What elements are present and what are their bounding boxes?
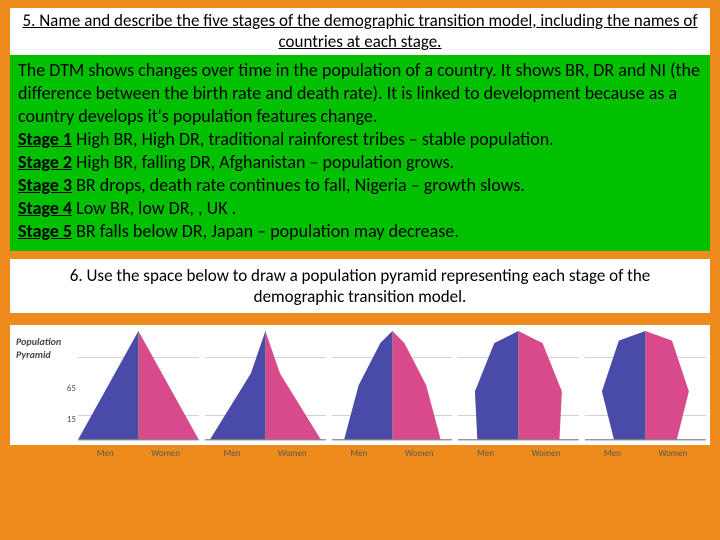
pyramid-4-men-label: Men	[477, 448, 494, 459]
pyramid-labels-3: Men Women	[332, 446, 453, 459]
stage-3-label: Stage 3	[18, 174, 72, 196]
pyramid-2-men-label: Men	[224, 448, 241, 459]
ytick-15: 15	[67, 414, 76, 425]
pyramid-chart-1	[78, 331, 199, 446]
pyramid-chart-2	[205, 331, 326, 446]
pyramid-1-women-label: Women	[151, 448, 180, 459]
q5-stage-3: Stage 3 BR drops, death rate continues t…	[18, 174, 702, 197]
pyramid-stage-2: MenWomen	[205, 331, 326, 443]
pyramid-5-women-label: Women	[658, 448, 687, 459]
pyramids-y-axis: Population Pyramid 65 15	[14, 331, 78, 443]
pyramid-labels-4: Men Women	[458, 446, 579, 459]
pyramid-3-men-label: Men	[350, 448, 367, 459]
q5-intro: The DTM shows changes over time in the p…	[18, 59, 702, 128]
stage-4-label: Stage 4	[18, 197, 72, 219]
slide-page: 5. Name and describe the five stages of …	[0, 0, 720, 540]
question-5-body: The DTM shows changes over time in the p…	[18, 59, 702, 243]
stage-5-label: Stage 5	[18, 220, 72, 242]
pyramid-3-women-label: Women	[405, 448, 434, 459]
ytick-65: 65	[67, 383, 76, 394]
stage-3-text: BR drops, death rate continues to fall, …	[72, 174, 525, 196]
question-6-block: 6. Use the space below to draw a populat…	[10, 259, 710, 314]
pyramid-chart-3	[332, 331, 453, 446]
pyramid-5-men-label: Men	[604, 448, 621, 459]
pyramid-chart-5	[585, 331, 706, 446]
pyramid-labels-5: Men Women	[585, 446, 706, 459]
q5-stage-1: Stage 1 High BR, High DR, traditional ra…	[18, 128, 702, 151]
pyramids-panel: Population Pyramid 65 15 MenWomen	[10, 325, 710, 445]
pyramid-stage-5: MenWomen	[585, 331, 706, 443]
pyramids-axis-name: Population Pyramid	[14, 335, 76, 361]
question-5-block: 5. Name and describe the five stages of …	[10, 8, 710, 251]
pyramid-chart-4	[458, 331, 579, 446]
q5-stage-2: Stage 2 High BR, falling DR, Afghanistan…	[18, 151, 702, 174]
pyramid-labels-1: Men Women	[78, 446, 199, 459]
q5-stage-4: Stage 4 Low BR, low DR, , UK .	[18, 197, 702, 220]
q5-stage-5: Stage 5 BR falls below DR, Japan – popul…	[18, 220, 702, 243]
pyramid-stage-1: MenWomen	[78, 331, 199, 443]
pyramid-4-women-label: Women	[532, 448, 561, 459]
pyramid-stage-4: MenWomen	[458, 331, 579, 443]
pyramids-row: MenWomen MenWomen MenWomen	[78, 331, 706, 443]
pyramid-2-women-label: Women	[278, 448, 307, 459]
stage-1-text: High BR, High DR, traditional rainforest…	[72, 128, 554, 150]
pyramid-labels-2: Men Women	[205, 446, 326, 459]
question-5-title-wrap: 5. Name and describe the five stages of …	[10, 8, 710, 55]
stage-5-text: BR falls below DR, Japan – population ma…	[72, 220, 459, 242]
pyramid-1-men-label: Men	[97, 448, 114, 459]
stage-4-text: Low BR, low DR, , UK .	[72, 197, 236, 219]
question-5-title: 5. Name and describe the five stages of …	[16, 10, 704, 53]
question-6-text: 6. Use the space below to draw a populat…	[70, 265, 650, 307]
stage-2-label: Stage 2	[18, 151, 72, 173]
stage-2-text: High BR, falling DR, Afghanistan – popul…	[72, 151, 454, 173]
stage-1-label: Stage 1	[18, 128, 72, 150]
pyramid-stage-3: MenWomen	[332, 331, 453, 443]
